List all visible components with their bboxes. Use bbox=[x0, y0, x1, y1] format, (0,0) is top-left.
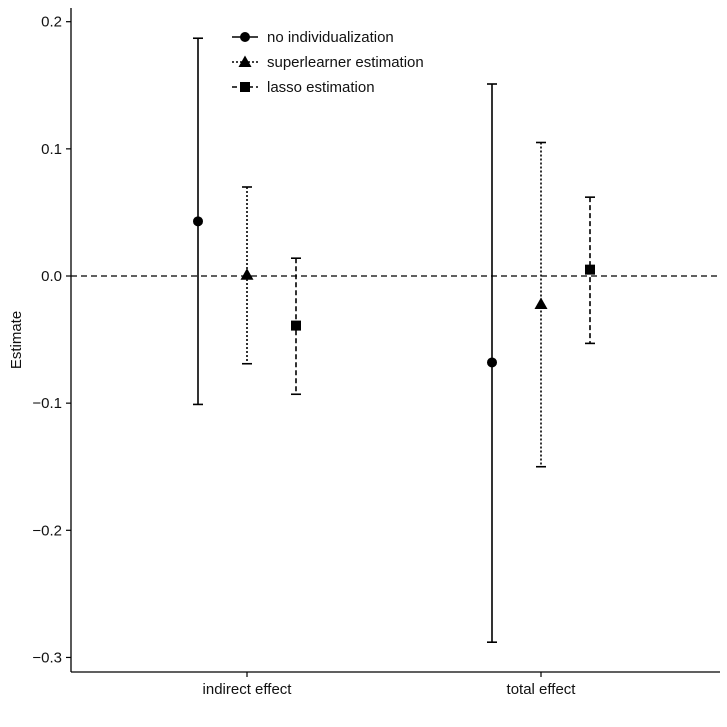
y-tick-label: 0.2 bbox=[41, 14, 62, 31]
y-tick-label: −0.3 bbox=[32, 649, 62, 666]
x-tick-label: indirect effect bbox=[203, 681, 293, 698]
y-tick-label: −0.1 bbox=[32, 395, 62, 412]
legend-circle-icon bbox=[240, 32, 250, 42]
legend: no individualization superlearner estimat… bbox=[232, 29, 424, 96]
point-triangle-1 bbox=[534, 297, 548, 309]
point-circle-0 bbox=[193, 216, 203, 227]
y-tick-label: 0.0 bbox=[41, 268, 62, 285]
legend-triangle-icon bbox=[238, 55, 252, 67]
point-circle-1 bbox=[487, 357, 497, 368]
point-square-1 bbox=[585, 264, 595, 275]
legend-label-circle: no individualization bbox=[267, 29, 394, 46]
plot-area bbox=[71, 37, 720, 643]
x-tick-label: total effect bbox=[507, 681, 577, 698]
legend-label-triangle: superlearner estimation bbox=[267, 54, 424, 71]
axes: 0.2 0.1 0.0 −0.1 −0.2 −0.3 indirect effect tota… bbox=[8, 8, 720, 698]
point-triangle-0 bbox=[240, 268, 254, 280]
legend-square-icon bbox=[240, 82, 250, 92]
point-square-0 bbox=[291, 320, 301, 331]
y-tick-label: 0.1 bbox=[41, 141, 62, 158]
y-tick-label: −0.2 bbox=[32, 522, 62, 539]
y-axis-title: Estimate bbox=[8, 311, 25, 369]
legend-label-square: lasso estimation bbox=[267, 79, 375, 96]
